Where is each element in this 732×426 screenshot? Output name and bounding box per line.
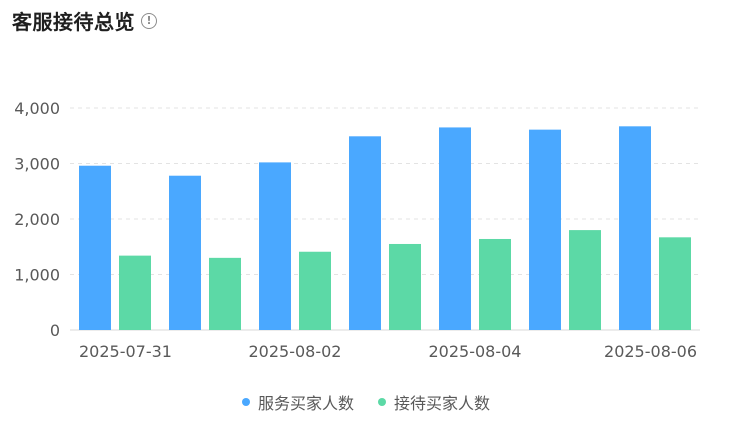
legend-label-service: 服务买家人数 <box>257 394 354 413</box>
bar-reception <box>479 238 511 330</box>
page-title: 客服接待总览 <box>12 10 135 34</box>
bar-service <box>439 127 471 330</box>
bar-reception <box>209 257 241 330</box>
bar-chart: 0 1,000 2,000 3,000 4,000 2025-07-31 2025-08-0… <box>14 99 700 361</box>
bar-reception <box>569 230 601 330</box>
bar-reception <box>119 255 151 330</box>
chart-legend: 服务买家人数 接待买家人数 <box>0 390 732 414</box>
bar-service <box>79 165 111 330</box>
header: 客服接待总览 ! <box>12 6 157 35</box>
bar-service <box>169 175 201 330</box>
y-tick-label: 1,000 <box>14 266 60 285</box>
bar-reception <box>659 237 691 330</box>
info-icon[interactable]: ! <box>141 12 157 29</box>
bar-reception <box>299 251 331 330</box>
x-tick-label: 2025-08-06 <box>604 342 697 361</box>
y-tick-label: 2,000 <box>14 210 60 229</box>
legend-dot-service <box>241 398 250 406</box>
bar-reception <box>389 243 421 330</box>
bar-service <box>619 126 651 330</box>
x-tick-label: 2025-08-02 <box>249 342 342 361</box>
bar-service <box>349 136 381 330</box>
bar-service <box>259 162 291 330</box>
legend-item-service[interactable]: 服务买家人数 <box>241 390 354 414</box>
legend-dot-reception <box>378 398 386 406</box>
legend-item-reception[interactable]: 接待买家人数 <box>378 390 490 414</box>
legend-label-reception: 接待买家人数 <box>394 394 491 413</box>
x-tick-label: 2025-08-04 <box>429 342 522 361</box>
y-tick-label: 4,000 <box>14 99 60 118</box>
bar-service <box>529 129 561 330</box>
y-tick-label: 3,000 <box>14 155 60 174</box>
y-tick-label: 0 <box>50 321 60 340</box>
x-tick-label: 2025-07-31 <box>79 342 172 361</box>
